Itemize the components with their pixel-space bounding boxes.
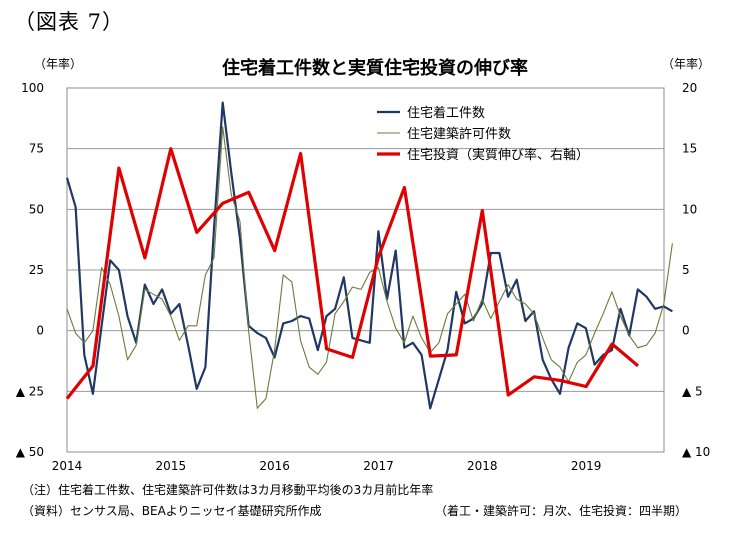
y-right-tick-label: 15 (682, 142, 697, 156)
series-line-2 (66, 126, 673, 409)
series-line-1 (65, 101, 673, 410)
y-right-tick-label: 20 (682, 81, 697, 95)
legend-label: 住宅建築許可件数 (407, 127, 511, 142)
chart-title: 住宅着工件数と実質住宅投資の伸び率 (222, 58, 528, 79)
figure-label: （図表 7） (14, 10, 125, 34)
series-line-3 (65, 147, 640, 400)
y-left-tick-label: ▲ 50 (16, 445, 44, 459)
y-right-tick-label: 0 (682, 324, 690, 338)
x-tick-label: 2016 (259, 459, 290, 473)
legend-label: 住宅投資（実質伸び率、右軸） (407, 147, 589, 163)
y-left-tick-label: 75 (29, 142, 44, 156)
chart-source: （資料）センサス局、BEAよりニッセイ基礎研究所作成 (22, 504, 322, 518)
x-tick-label: 2017 (363, 459, 394, 473)
y-right-tick-label: 10 (682, 202, 697, 216)
y-right-tick-label: ▲ 10 (682, 445, 710, 459)
y-left-tick-label: ▲ 25 (16, 384, 44, 398)
x-tick-label: 2015 (156, 459, 187, 473)
left-axis-unit: （年率） (34, 57, 83, 71)
y-right-tick-label: 5 (682, 263, 690, 277)
x-tick-label: 2018 (467, 459, 498, 473)
chart-frequency-note: （着工・建築許可：月次、住宅投資：四半期） (435, 504, 688, 518)
right-axis-unit: （年率） (662, 57, 711, 71)
x-tick-label: 2014 (52, 459, 83, 473)
y-left-tick-label: 25 (29, 263, 44, 277)
y-left-tick-label: 0 (36, 324, 44, 338)
y-left-tick-label: 50 (29, 202, 44, 216)
y-left-tick-label: 100 (21, 81, 44, 95)
y-right-tick-label: ▲ 5 (682, 384, 703, 398)
x-tick-label: 2019 (571, 459, 602, 473)
chart-note: （注）住宅着工件数、住宅建築許可件数は3カ月移動平均後の3カ月前比年率 (22, 483, 434, 497)
legend-label: 住宅着工件数 (407, 105, 485, 121)
